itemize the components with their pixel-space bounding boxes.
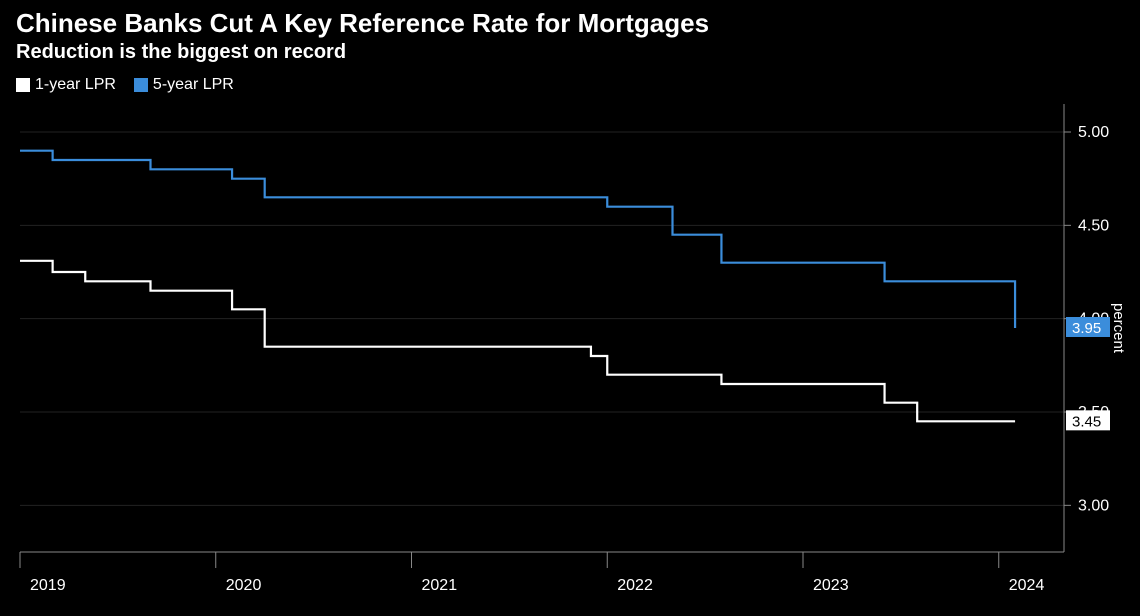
x-tick-label: 2019 [30, 577, 66, 594]
chart-title: Chinese Banks Cut A Key Reference Rate f… [16, 8, 1140, 39]
legend-swatch-1yr [16, 78, 30, 92]
y-tick-label: 4.50 [1078, 217, 1109, 234]
series-end-label-1: 3.95 [1072, 320, 1101, 337]
chart-area: 3.003.504.004.505.00percent2019202020212… [16, 100, 1126, 605]
series-line-0 [20, 261, 1015, 422]
y-tick-label: 3.00 [1078, 497, 1109, 514]
x-tick-label: 2020 [226, 577, 262, 594]
chart-subtitle: Reduction is the biggest on record [16, 41, 1140, 64]
x-tick-label: 2024 [1009, 577, 1045, 594]
series-end-label-0: 3.45 [1072, 413, 1101, 430]
y-axis-title: percent [1110, 303, 1126, 354]
y-tick-label: 5.00 [1078, 124, 1109, 141]
legend-item-5yr: 5-year LPR [134, 76, 234, 94]
series-line-1 [20, 151, 1015, 328]
legend-label-1yr: 1-year LPR [35, 76, 116, 94]
x-tick-label: 2023 [813, 577, 849, 594]
x-tick-label: 2021 [422, 577, 458, 594]
legend-item-1yr: 1-year LPR [16, 76, 116, 94]
chart-svg: 3.003.504.004.505.00percent2019202020212… [16, 100, 1126, 605]
legend: 1-year LPR 5-year LPR [16, 76, 1140, 94]
x-tick-label: 2022 [617, 577, 653, 594]
legend-swatch-5yr [134, 78, 148, 92]
legend-label-5yr: 5-year LPR [153, 76, 234, 94]
